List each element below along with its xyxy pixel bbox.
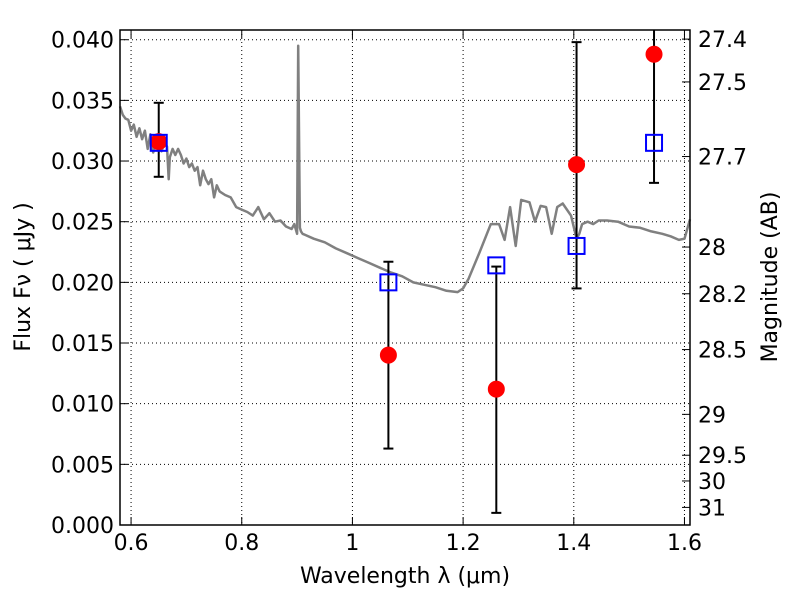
x-tick-label: 1 xyxy=(345,531,359,556)
y-axis-label: Flux Fν ( μJy ) xyxy=(11,202,36,351)
observed-point xyxy=(150,133,168,151)
observed-point xyxy=(645,45,663,63)
right-tick-label: 27.7 xyxy=(698,146,747,171)
right-tick-label: 29.5 xyxy=(698,444,747,469)
right-tick-label: 29 xyxy=(698,403,726,428)
y-tick-label: 0.005 xyxy=(51,453,114,478)
y-tick-label: 0.030 xyxy=(51,150,114,175)
x-tick-label: 1.6 xyxy=(667,531,702,556)
model-point xyxy=(487,256,506,275)
right-tick-label: 28.2 xyxy=(698,283,747,308)
observed-point xyxy=(379,346,397,364)
markers xyxy=(149,45,664,398)
plot-frame xyxy=(119,29,691,526)
right-tick-label: 28 xyxy=(698,236,726,261)
right-tick-label: 31 xyxy=(698,496,726,521)
y-axis-right-label: Magnitude (AB) xyxy=(758,192,783,363)
y-tick-label: 0.040 xyxy=(51,29,114,54)
spectrum-line xyxy=(118,44,692,294)
right-tick-label: 27.5 xyxy=(698,71,747,96)
y-tick-label: 0.020 xyxy=(51,271,114,296)
model-point xyxy=(645,133,664,152)
x-tick-label: 1.4 xyxy=(556,531,591,556)
y-tick-label: 0.000 xyxy=(51,514,114,539)
x-tick-label: 1.2 xyxy=(446,531,481,556)
y-tick-label: 0.035 xyxy=(51,89,114,114)
model-point xyxy=(149,133,168,152)
y-tick-label: 0.025 xyxy=(51,211,114,236)
right-tick-label: 28.5 xyxy=(698,339,747,364)
ticks: 0.6 0.8 1 1.2 1.4 1.6 0.000 0.005 0.010 0.015 0.02… xyxy=(51,28,747,556)
right-tick-label: 27.4 xyxy=(698,28,747,53)
x-tick-label: 0.8 xyxy=(224,531,259,556)
observed-point xyxy=(487,380,505,398)
model-spectrum xyxy=(118,44,692,294)
x-tick-label: 0.6 xyxy=(114,531,149,556)
model-point xyxy=(379,273,398,292)
y-tick-label: 0.010 xyxy=(51,393,114,418)
y-tick-label: 0.015 xyxy=(51,332,114,357)
right-tick-label: 30 xyxy=(698,470,726,495)
x-axis-label: Wavelength λ (μm) xyxy=(300,564,510,589)
model-point xyxy=(567,236,586,255)
observed-point xyxy=(568,156,586,174)
